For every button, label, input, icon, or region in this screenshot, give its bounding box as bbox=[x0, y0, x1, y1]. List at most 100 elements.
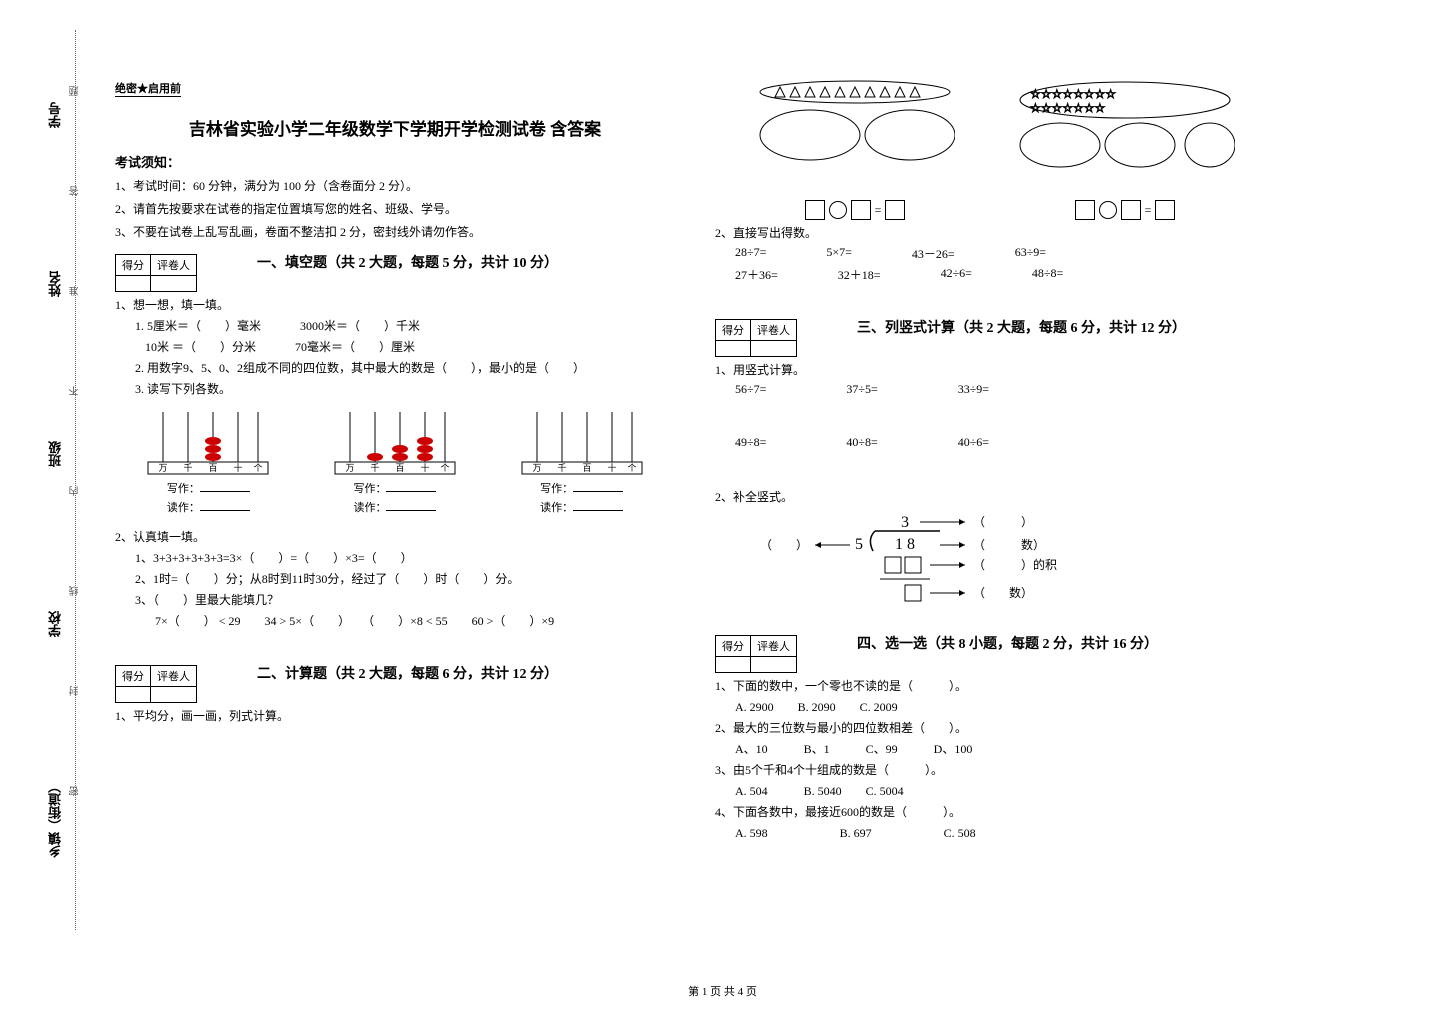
read-label: 读作： bbox=[517, 499, 647, 515]
q1-3: 3. 读写下列各数。 bbox=[135, 380, 675, 397]
svg-text:（ ）: （ ） bbox=[760, 538, 808, 552]
svg-text:百: 百 bbox=[582, 463, 591, 473]
right-column: = ☆☆☆☆☆☆☆☆ ☆☆☆☆☆☆☆ = 2、直 bbox=[715, 80, 1275, 845]
drawing-group-2: ☆☆☆☆☆☆☆☆ ☆☆☆☆☆☆☆ = bbox=[1015, 80, 1235, 220]
score-box: 得分评卷人 bbox=[715, 635, 797, 673]
arith-row: 56÷7= 37÷5= 33÷9= bbox=[735, 382, 1275, 397]
binding-label-xuexiao: 学校 bbox=[46, 611, 65, 637]
content-area: 绝密★启用前 吉林省实验小学二年级数学下学期开学检测试卷 含答案 考试须知： 1… bbox=[115, 0, 1445, 845]
svg-text:1 8: 1 8 bbox=[895, 536, 915, 553]
s4-q4: 4、下面各数中，最接近600的数是（ ）。 bbox=[715, 803, 1275, 820]
arith-row: 27＋36= 32＋18= 42÷6= 48÷8= bbox=[735, 266, 1275, 283]
instructions-list: 1、考试时间：60 分钟，满分为 100 分（含卷面分 2 分）。 2、请首先按… bbox=[115, 177, 675, 240]
svg-text:（ 数）: （ 数） bbox=[973, 537, 1045, 552]
score-box: 得分评卷人 bbox=[115, 665, 197, 703]
q1-1c: 10米 ＝（ ）分米 bbox=[145, 340, 256, 354]
dashed-text: 准 bbox=[68, 280, 83, 296]
binding-label-xiangzhen: 乡镇（街道） bbox=[46, 780, 65, 858]
q1-1d: 70毫米＝（ ）厘米 bbox=[295, 340, 415, 354]
s4-q2: 2、最大的三位数与最小的四位数相差（ ）。 bbox=[715, 719, 1275, 736]
svg-text:十: 十 bbox=[607, 462, 616, 473]
dashed-text: 密 bbox=[68, 780, 83, 796]
abacus-1: 万 千 百 十 个 写作： 读作： bbox=[143, 407, 273, 518]
arith-row: 49÷8= 40÷8= 40÷6= bbox=[735, 435, 1275, 450]
write-label: 写作： bbox=[517, 480, 647, 496]
abacus-2: 万 千 百 十 个 写作： 读作： bbox=[330, 407, 460, 518]
svg-text:（ ）: （ ） bbox=[973, 515, 1033, 529]
binding-label-banji: 班级 bbox=[46, 441, 65, 467]
section4-header: 得分评卷人 四、选一选（共 8 小题，每题 2 分，共计 16 分） bbox=[715, 627, 1275, 673]
svg-text:千: 千 bbox=[184, 463, 193, 473]
svg-text:十: 十 bbox=[234, 462, 243, 473]
svg-text:万: 万 bbox=[345, 463, 354, 473]
q1-2: 2. 用数字9、5、0、2组成不同的四位数，其中最大的数是（ ），最小的是（ ） bbox=[135, 359, 675, 376]
instructions-header: 考试须知： bbox=[115, 152, 675, 171]
s2-q2: 2、直接写出得数。 bbox=[715, 224, 1275, 241]
abacus-row: 万 千 百 十 个 写作： 读作： bbox=[115, 407, 675, 518]
svg-text:（ 数）: （ 数） bbox=[973, 585, 1033, 600]
section3-header: 得分评卷人 三、列竖式计算（共 2 大题，每题 6 分，共计 12 分） bbox=[715, 311, 1275, 357]
drawing-icon: ☆☆☆☆☆☆☆☆ ☆☆☆☆☆☆☆ bbox=[1015, 80, 1235, 190]
write-label: 写作： bbox=[143, 480, 273, 496]
q2-2: 2、1时=（ ）分；从8时到11时30分，经过了（ ）时（ ）分。 bbox=[135, 570, 675, 587]
s4-q4-opts: A. 598 B. 697 C. 508 bbox=[735, 824, 1275, 841]
abacus-icon: 万 千 百 十 个 bbox=[143, 407, 273, 477]
svg-text:万: 万 bbox=[532, 463, 541, 473]
s4-q1-opts: A. 2900 B. 2090 C. 2009 bbox=[735, 698, 1275, 715]
dashed-text: 线 bbox=[68, 580, 83, 596]
abacus-icon: 万 千 百 十 个 bbox=[517, 407, 647, 477]
read-label: 读作： bbox=[143, 499, 273, 515]
confidential-label: 绝密★启用前 bbox=[115, 80, 181, 97]
svg-text:千: 千 bbox=[370, 463, 379, 473]
svg-text:千: 千 bbox=[557, 463, 566, 473]
reviewer-label: 评卷人 bbox=[151, 255, 197, 276]
dashed-text: 答 bbox=[68, 180, 83, 196]
svg-text:（ ）的积: （ ）的积 bbox=[973, 557, 1057, 572]
s4-q3-opts: A. 504 B. 5040 C. 5004 bbox=[735, 782, 1275, 799]
dashed-text: 封 bbox=[68, 680, 83, 696]
q1: 1、想一想，填一填。 bbox=[115, 296, 675, 313]
q1-1b: 3000米＝（ ）千米 bbox=[300, 319, 420, 333]
s4-q3: 3、由5个千和4个十组成的数是（ ）。 bbox=[715, 761, 1275, 778]
section1-title: 一、填空题（共 2 大题，每题 5 分，共计 10 分） bbox=[257, 246, 558, 282]
q2: 2、认真填一填。 bbox=[115, 528, 675, 545]
svg-text:百: 百 bbox=[209, 463, 218, 473]
svg-text:个: 个 bbox=[440, 463, 449, 473]
dashed-text: 内 bbox=[68, 480, 83, 496]
abacus-icon: 万 千 百 十 个 bbox=[330, 407, 460, 477]
s3-q2: 2、补全竖式。 bbox=[715, 488, 1275, 505]
left-column: 绝密★启用前 吉林省实验小学二年级数学下学期开学检测试卷 含答案 考试须知： 1… bbox=[115, 80, 675, 845]
s2-q1: 1、平均分，画一画，列式计算。 bbox=[115, 707, 675, 724]
svg-text:☆☆☆☆☆☆☆: ☆☆☆☆☆☆☆ bbox=[1030, 101, 1105, 115]
s3-q1: 1、用竖式计算。 bbox=[715, 361, 1275, 378]
q2-3-items: 7×（ ） < 29 34 > 5×（ ） （ ）×8 < 55 60 >（ ）… bbox=[155, 612, 675, 629]
write-label: 写作： bbox=[330, 480, 460, 496]
s4-q1: 1、下面的数中，一个零也不读的是（ ）。 bbox=[715, 677, 1275, 694]
drawing-group-1: = bbox=[755, 80, 955, 220]
division-diagram: 3 5 1 8 （ ） （ 数） （ ）的积 （ 数） （ bbox=[755, 509, 1275, 623]
svg-text:3: 3 bbox=[901, 514, 909, 531]
binding-label-xingming: 姓名 bbox=[46, 271, 65, 297]
q1-line: 1. 5厘米＝（ ）毫米 3000米＝（ ）千米 bbox=[135, 317, 675, 334]
section4-title: 四、选一选（共 8 小题，每题 2 分，共计 16 分） bbox=[857, 627, 1158, 663]
s4-q2-opts: A、10 B、1 C、99 D、100 bbox=[735, 740, 1275, 757]
svg-text:万: 万 bbox=[159, 463, 168, 473]
section1-header: 得分评卷人 一、填空题（共 2 大题，每题 5 分，共计 10 分） bbox=[115, 246, 675, 292]
svg-text:5: 5 bbox=[855, 536, 863, 553]
q1-1a: 1. 5厘米＝（ ）毫米 bbox=[135, 319, 261, 333]
score-box: 得分评卷人 bbox=[715, 319, 797, 357]
binding-label-xuehao: 学号 bbox=[46, 102, 65, 128]
score-label: 得分 bbox=[116, 255, 151, 276]
arith-row: 28÷7= 5×7= 43－26= 63÷9= bbox=[735, 245, 1275, 262]
equation-boxes: = bbox=[755, 200, 955, 220]
dashed-text: 题 bbox=[68, 80, 83, 96]
section2-header: 得分评卷人 二、计算题（共 2 大题，每题 6 分，共计 12 分） bbox=[115, 657, 675, 703]
svg-text:个: 个 bbox=[627, 463, 636, 473]
score-box: 得分评卷人 bbox=[115, 254, 197, 292]
instruction-item: 1、考试时间：60 分钟，满分为 100 分（含卷面分 2 分）。 bbox=[115, 177, 675, 194]
instruction-item: 3、不要在试卷上乱写乱画，卷面不整洁扣 2 分，密封线外请勿作答。 bbox=[115, 223, 675, 240]
q2-3: 3、（ ）里最大能填几？ bbox=[135, 591, 675, 608]
svg-text:十: 十 bbox=[420, 462, 429, 473]
drawing-row: = ☆☆☆☆☆☆☆☆ ☆☆☆☆☆☆☆ = bbox=[715, 80, 1275, 220]
q1-line: 10米 ＝（ ）分米 70毫米＝（ ）厘米 bbox=[135, 338, 675, 355]
